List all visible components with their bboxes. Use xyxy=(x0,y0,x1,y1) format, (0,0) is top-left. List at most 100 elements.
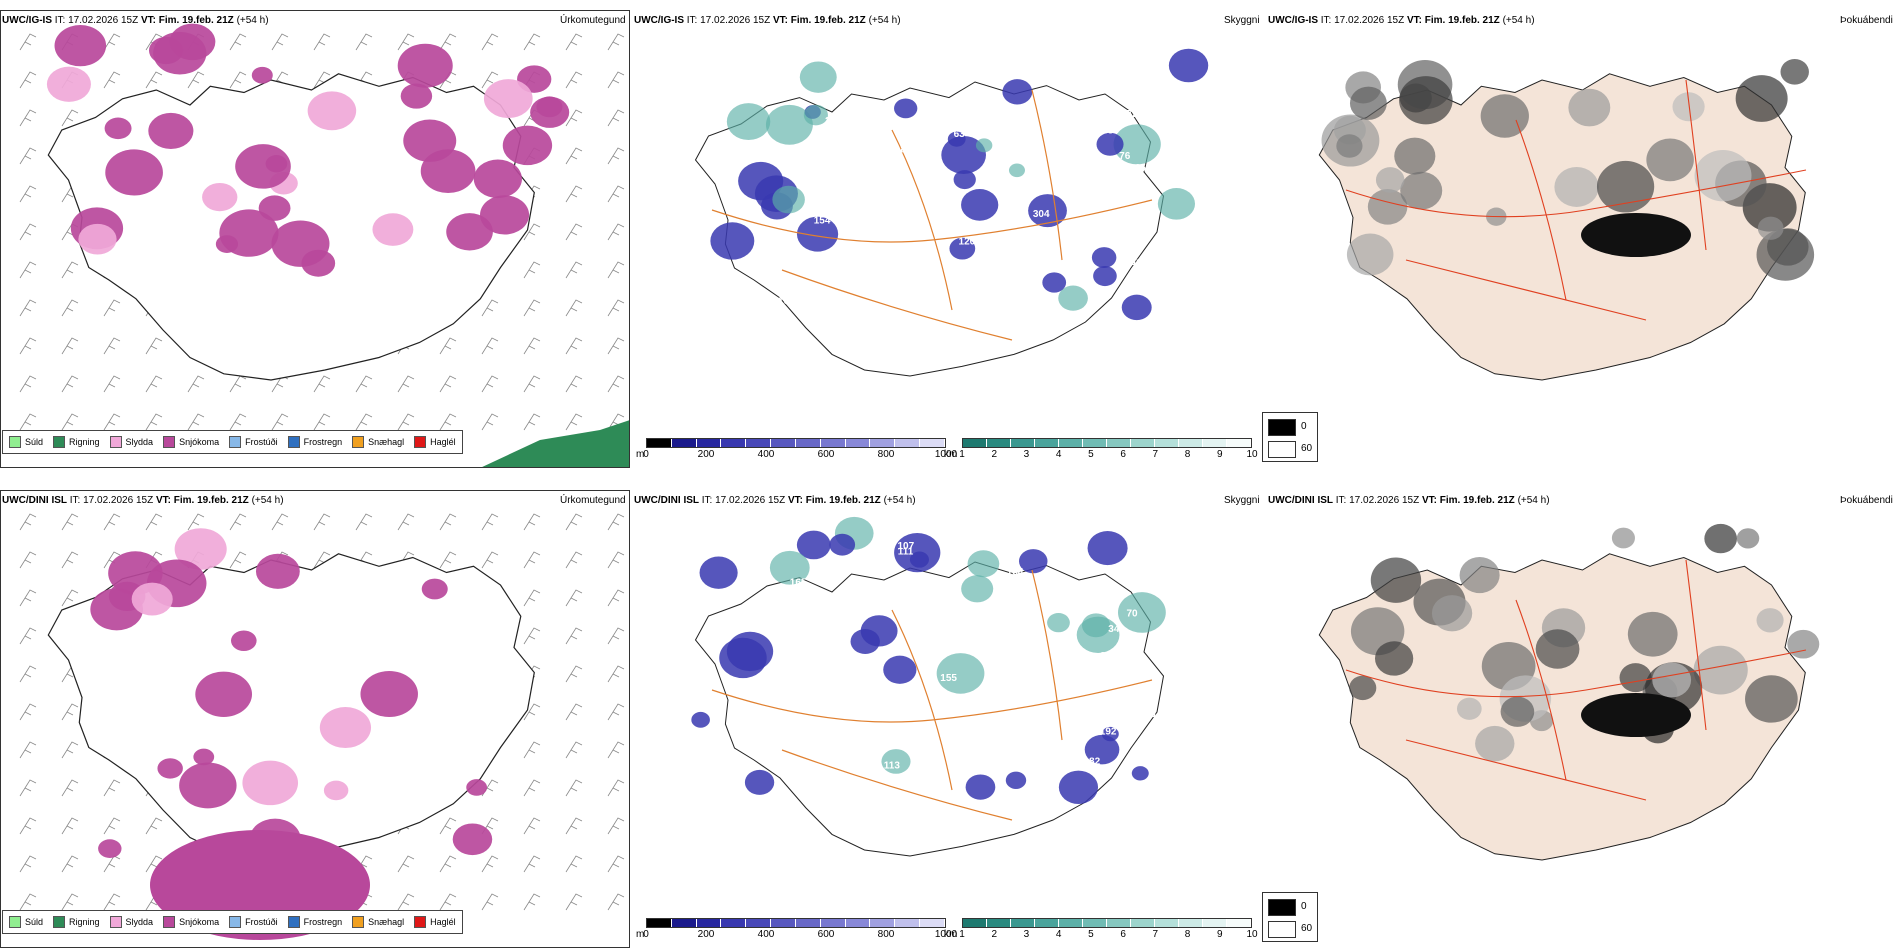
colorbar-tick: 1000 xyxy=(934,449,958,460)
fog-area xyxy=(1480,94,1529,138)
precip-area xyxy=(251,66,273,84)
precip-area xyxy=(169,23,216,61)
elevation-colorbar: 0 200 400 600 800 1000 m xyxy=(636,438,957,462)
fog-legend: 0 60 xyxy=(1262,412,1318,462)
colorbar-unit: m xyxy=(636,929,645,940)
lead-time: (+54 h) xyxy=(1517,495,1550,506)
visibility-area xyxy=(1042,272,1067,293)
visibility-area xyxy=(799,61,837,93)
legend-swatch xyxy=(229,436,242,448)
visibility-area xyxy=(726,631,774,672)
panel-title: Skyggni xyxy=(1224,15,1260,26)
colorbar-tick: 6 xyxy=(1120,929,1126,940)
fog-area xyxy=(1619,663,1652,693)
vt-label: VT: xyxy=(140,15,156,26)
vt-value: Fim. 19.feb. 21Z xyxy=(805,495,881,506)
vt-label: VT: xyxy=(787,495,803,506)
road-lines xyxy=(1345,559,1807,801)
visibility-map: 157 338 147 304 285 57 120 115 105 969 70 154 76 101 9… xyxy=(694,48,1209,377)
precip-area xyxy=(502,125,553,166)
it-label: IT: xyxy=(54,15,66,26)
vt-label: VT: xyxy=(1406,15,1422,26)
visibility-value: 189 xyxy=(895,144,912,155)
visibility-value: 63 xyxy=(954,129,966,140)
precip-area xyxy=(235,144,291,189)
fog-area xyxy=(1500,696,1535,727)
visibility-area xyxy=(829,533,856,556)
it-value: 17.02.2026 15Z xyxy=(1349,495,1420,506)
fog-area xyxy=(1367,188,1408,225)
colorbar-tick: 10 xyxy=(1246,929,1258,940)
precip-area xyxy=(157,758,183,779)
vt-label: VT: xyxy=(772,15,788,26)
legend-label: Slydda xyxy=(125,917,154,927)
precip-area xyxy=(78,223,117,255)
lead-time: (+54 h) xyxy=(868,15,901,26)
legend-swatch xyxy=(287,436,300,448)
legend-swatch xyxy=(1268,441,1296,458)
legend-label: Snjókoma xyxy=(179,917,220,927)
precip-area xyxy=(323,780,349,801)
model-name: UWC/DINI ISL xyxy=(634,495,699,506)
visibility-value: 120 xyxy=(959,237,976,248)
precip-area xyxy=(255,553,300,589)
legend-item: Haglél xyxy=(414,916,456,928)
colorbar-tick: 10 xyxy=(1246,449,1258,460)
visibility-value: 155 xyxy=(940,673,957,684)
visibility-area xyxy=(1084,734,1120,765)
visibility-area xyxy=(965,774,996,800)
colorbar-tick: 5 xyxy=(1088,449,1094,460)
legend-label: Snjókoma xyxy=(179,437,220,447)
fog-area xyxy=(1756,608,1784,633)
visibility-value: 165 xyxy=(1129,163,1146,174)
legend-item: Snæhagl xyxy=(352,436,404,448)
elevation-colorbar: 0 200 400 600 800 1000 m xyxy=(636,918,957,942)
visibility-value: 172 xyxy=(1121,109,1138,120)
fog-area xyxy=(1581,693,1691,737)
precip-area xyxy=(372,213,414,246)
forecast-row-2: UWC/DINI ISL IT: 17.02.2026 15Z VT: Fim.… xyxy=(0,490,1900,950)
visibility-value: 81 xyxy=(1100,651,1112,662)
visibility-area xyxy=(961,189,999,221)
forecast-row-1: UWC/IG-IS IT: 17.02.2026 15Z VT: Fim. 19… xyxy=(0,10,1900,470)
visibility-area xyxy=(1008,163,1025,178)
lead-time: (+54 h) xyxy=(883,495,916,506)
colorbar-tick: 0 xyxy=(643,449,649,460)
visibility-value: 79 xyxy=(806,611,818,622)
colorbar-tick: 3 xyxy=(1023,929,1030,940)
colorbar-tick: 800 xyxy=(877,449,895,460)
colorbar-tick: 6 xyxy=(1120,449,1126,460)
visibility-colorbar: 1 2 3 4 5 6 7 8 9 10 km xyxy=(944,918,1258,942)
legend-swatch xyxy=(1268,419,1296,436)
visibility-value: 128 xyxy=(1051,639,1068,650)
visibility-value: 304 xyxy=(1033,209,1050,220)
colorbar-tick: 1 xyxy=(959,449,965,460)
fog-area xyxy=(1399,76,1453,125)
legend-item: Rigning xyxy=(53,436,100,448)
fog-area xyxy=(1652,662,1692,698)
fog-area xyxy=(1787,629,1820,659)
visibility-area xyxy=(710,222,755,260)
legend-label: Frostúði xyxy=(245,437,278,447)
visibility-area xyxy=(1058,285,1088,311)
legend-item: Súld xyxy=(9,436,43,448)
visibility-panel: 157 338 147 304 285 57 120 115 105 969 70 154 76 101 9… xyxy=(632,10,1262,470)
legend-swatch xyxy=(1268,899,1296,916)
legend-label: Snæhagl xyxy=(368,437,405,447)
visibility-value: 34 xyxy=(1108,624,1120,635)
precip-type-map xyxy=(19,513,625,940)
visibility-area xyxy=(1096,132,1124,156)
it-value: 17.02.2026 15Z xyxy=(700,15,771,26)
colorbar-tick: 7 xyxy=(1152,449,1159,460)
fog-area xyxy=(1431,595,1473,632)
precip-area xyxy=(480,195,530,235)
precip-type-map xyxy=(19,23,630,468)
colorbar-unit: m xyxy=(636,449,645,460)
visibility-area xyxy=(1087,531,1128,566)
visibility-area xyxy=(796,216,839,252)
colorbar-tick: 4 xyxy=(1055,449,1062,460)
visibility-value: 115 xyxy=(882,286,899,297)
legend-label: Snæhagl xyxy=(368,917,405,927)
lead-time: (+54 h) xyxy=(236,15,269,26)
precip-area xyxy=(307,91,357,131)
